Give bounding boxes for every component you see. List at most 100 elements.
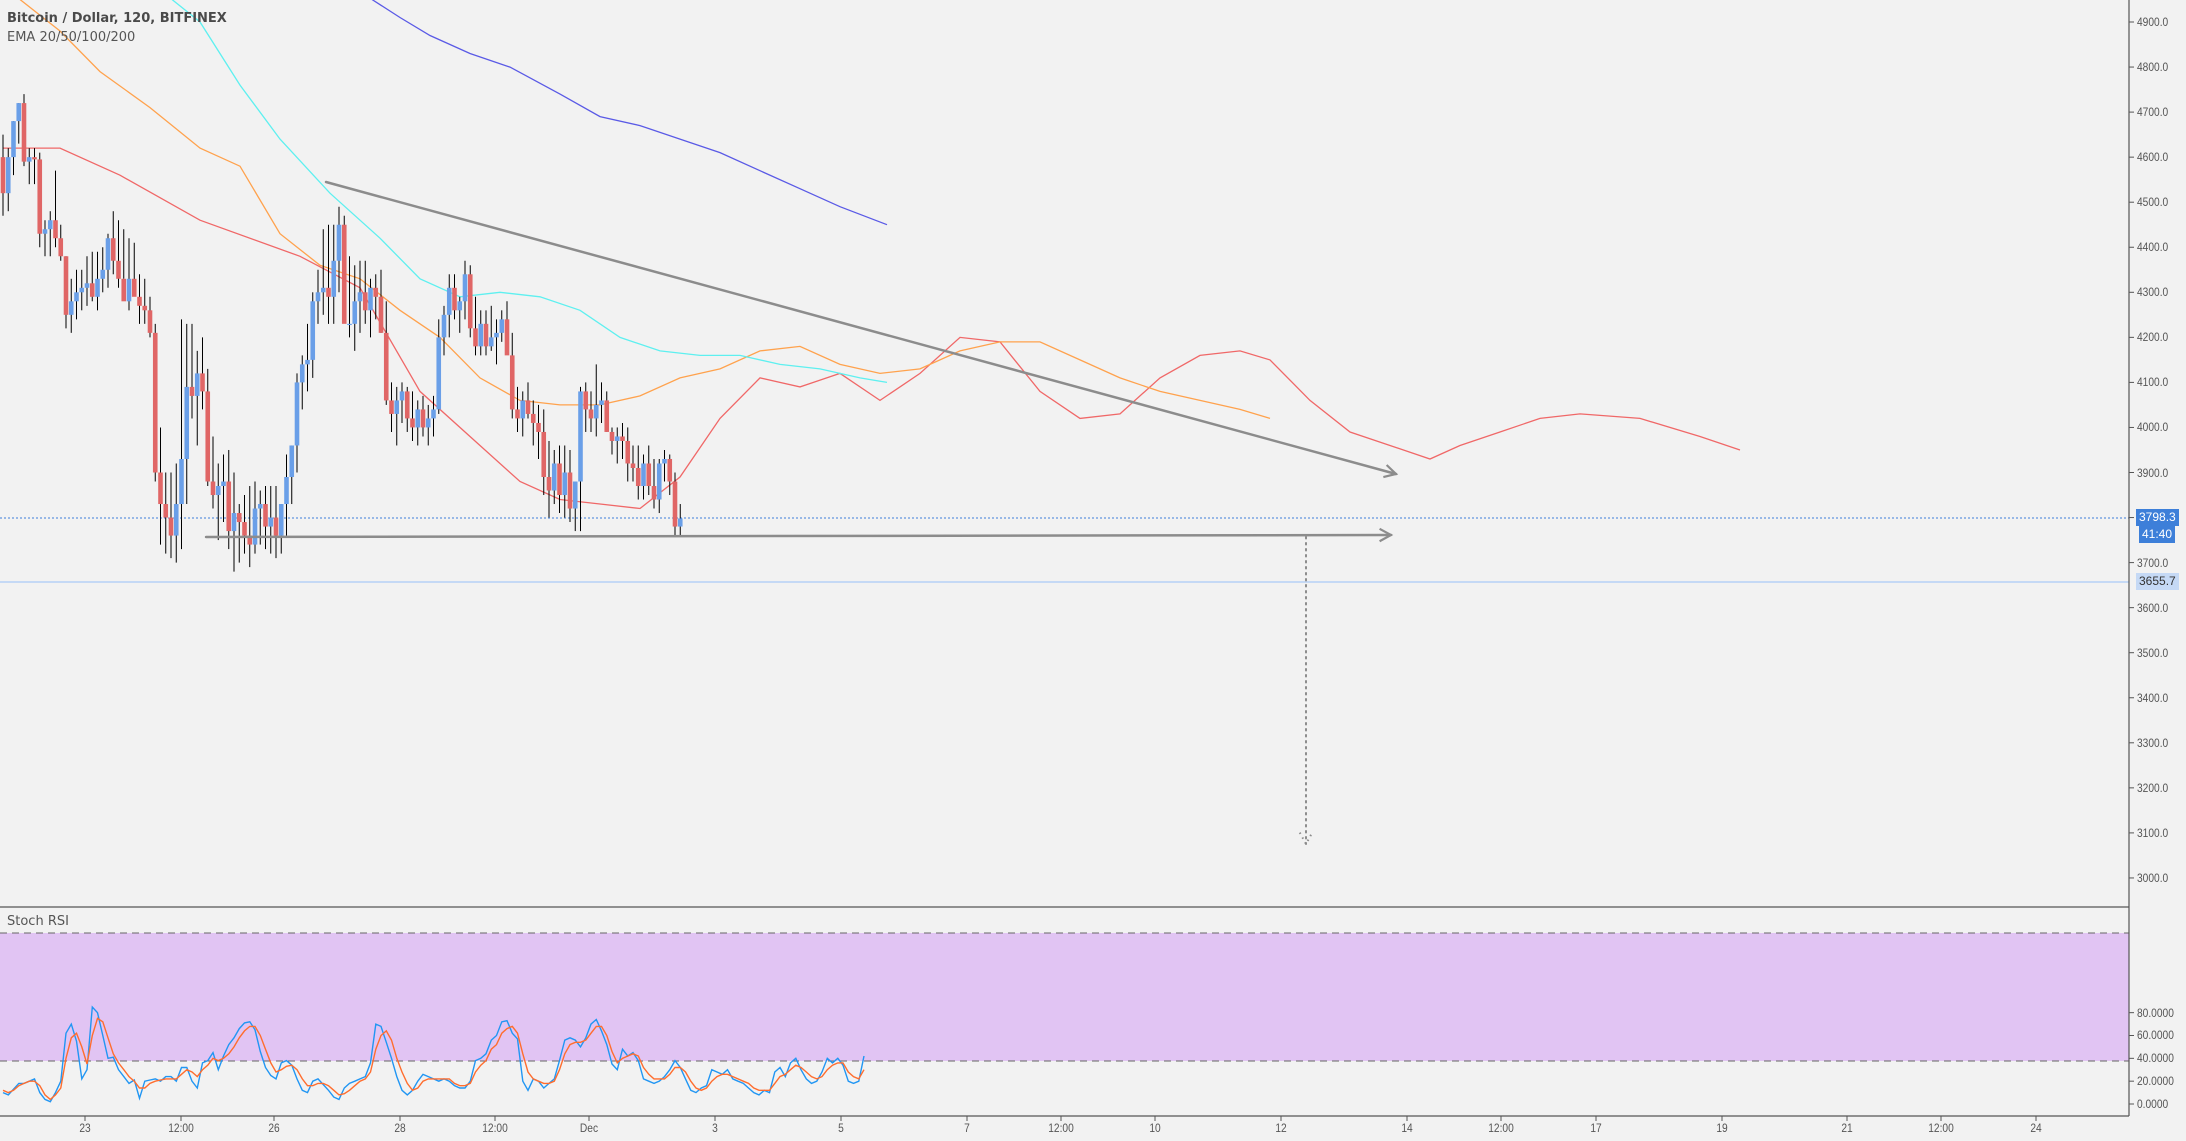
price-tick-label: 3500.0 [2137,645,2169,660]
axis-ticks [84,21,2134,1121]
bull-candle [677,518,683,527]
bull-candle [415,409,421,428]
time-tick-label: 14 [1401,1121,1413,1135]
time-tick-label: 12:00 [168,1121,194,1135]
time-tick-label: Dec [579,1121,599,1135]
time-tick-label: 5 [838,1121,844,1135]
bull-candle [284,477,289,505]
ema-indicator-label[interactable]: EMA 20/50/100/200 [7,30,136,45]
bull-candle [74,292,79,302]
bull-candle [551,463,557,491]
bull-candle [268,517,274,527]
time-tick-label: 12:00 [482,1121,508,1135]
bull-candle [194,373,200,396]
bear-candle [625,440,631,464]
bear-candle [667,458,673,482]
bear-candle [53,220,58,239]
price-tick-label: 4300.0 [2137,285,2169,300]
trend-arrow[interactable] [324,180,1398,476]
bull-candle [79,287,85,293]
bear-candle [389,400,394,414]
ema-lines [3,0,1741,510]
horizontal-arrow[interactable] [204,533,1393,539]
bull-candle [562,472,568,496]
symbol-title[interactable]: Bitcoin / Dollar, 120, BITFINEX [7,11,227,26]
bear-candle [557,463,562,496]
bull-candle [431,409,436,419]
bull-candle [441,314,447,338]
price-tick-label: 3100.0 [2137,825,2169,840]
bear-candle [515,409,520,419]
bull-candle [425,418,431,428]
ema-200-line[interactable] [371,0,888,226]
price-tick-label: 3600.0 [2137,600,2169,615]
bear-candle [236,513,242,523]
ema-20-line[interactable] [3,147,1741,510]
bull-candle [16,103,22,122]
bear-candle [21,103,27,162]
candlesticks [0,94,683,572]
bear-candle [168,517,174,536]
bear-candle [226,481,232,532]
bull-candle [315,292,321,302]
time-tick-label: 12:00 [1488,1121,1514,1135]
price-tick-label: 3000.0 [2137,870,2169,885]
bear-candle [588,409,594,419]
bull-candle [614,436,620,441]
bull-candle [26,157,32,162]
bear-candle [646,463,652,487]
bull-candle [184,386,190,459]
bull-candle [462,274,468,302]
bear-candle [147,310,153,333]
bull-candle [126,278,132,302]
bull-candle [84,283,90,288]
stoch-tick-label: 40.0000 [2137,1051,2174,1066]
stoch-rsi-label[interactable]: Stoch RSI [7,914,69,929]
price-tick-label: 3700.0 [2137,555,2169,570]
bull-candle [347,323,352,326]
bull-candle [488,337,494,347]
ema-50-line[interactable] [19,0,1271,420]
bull-candle [320,287,326,293]
time-tick-label: 19 [1716,1121,1728,1135]
ema-100-line[interactable] [171,0,888,384]
bear-candle [189,386,195,396]
bear-candle [620,436,625,441]
bear-candle [525,400,531,414]
bear-candle [583,391,589,410]
time-tick-label: 23 [79,1121,91,1135]
stoch-tick-label: 0.0000 [2137,1097,2169,1111]
bear-candle [200,373,205,392]
bear-candle [630,463,636,468]
price-tick-label: 4600.0 [2137,150,2169,165]
arrow-head-icon [1383,464,1399,479]
stoch-d-line[interactable] [2,1017,865,1101]
chart-legend[interactable]: Bitcoin / Dollar, 120, BITFINEX EMA 20/5… [7,9,227,47]
drawings[interactable] [204,180,1399,847]
bull-candle [299,364,305,383]
bear-candle [473,328,478,347]
bull-candle [656,463,662,500]
bear-candle [509,355,515,410]
price-tick-label: 4700.0 [2137,105,2169,120]
time-tick-label: 12:00 [1048,1121,1074,1135]
bear-candle [452,287,457,311]
bull-candle [336,224,342,261]
price-tick-label: 4500.0 [2137,195,2169,210]
bull-candle [368,287,373,311]
bull-candle [578,391,583,482]
price-tick-label: 4900.0 [2137,15,2169,29]
price-tick-label: 4100.0 [2137,375,2169,390]
bear-candle [530,413,536,423]
time-tick-label: 24 [2030,1121,2042,1135]
bear-candle [137,296,142,306]
bear-candle [210,481,216,496]
bear-candle [205,391,211,482]
price-tick-label: 3200.0 [2137,780,2169,795]
bull-candle [520,400,526,419]
price-tick-label: 4800.0 [2137,60,2169,75]
bull-candle [499,319,505,333]
bull-candle [47,220,53,230]
bear-candle [326,287,331,297]
